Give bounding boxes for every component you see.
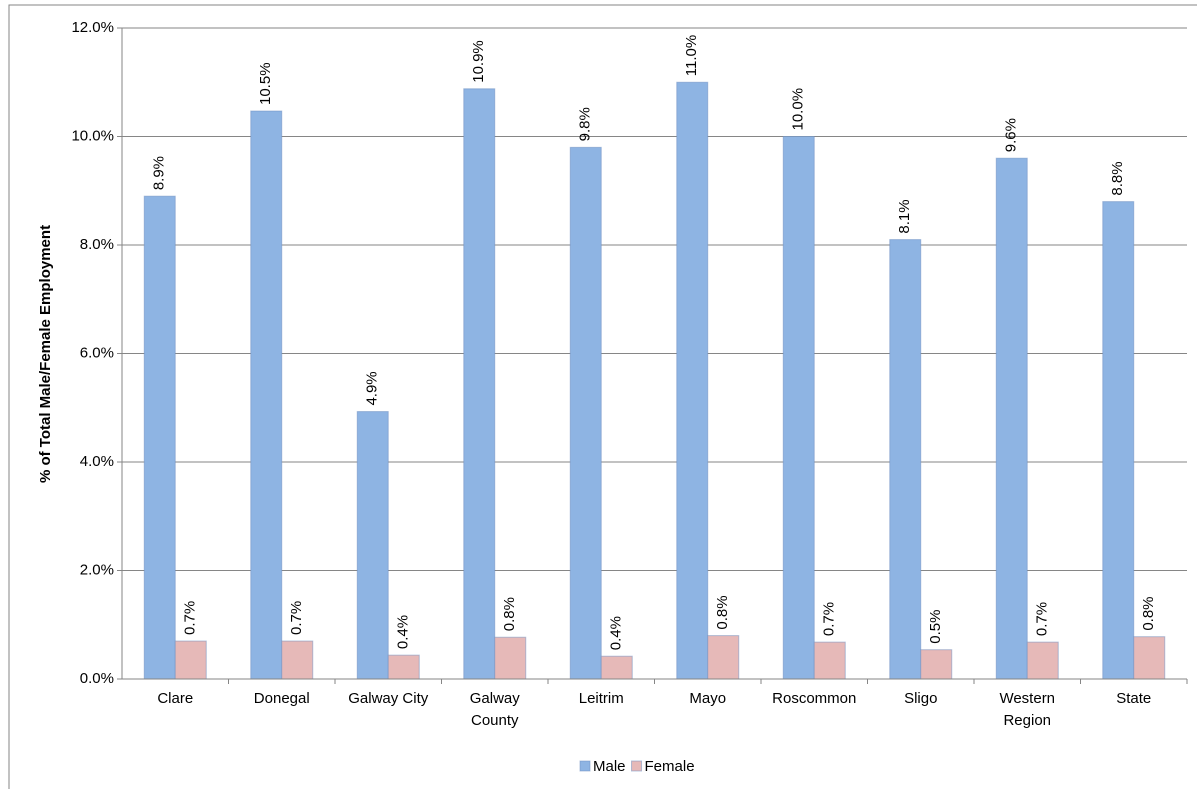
x-tick-label: Donegal xyxy=(254,690,310,707)
y-tick-label: 10.0% xyxy=(71,127,114,144)
bar xyxy=(813,641,846,680)
value-label: 0.7% xyxy=(1034,602,1051,636)
x-tick-label-line: Western xyxy=(999,690,1055,707)
y-tick-label: 8.0% xyxy=(80,236,114,253)
x-tick-label: Leitrim xyxy=(579,690,624,707)
value-label: 0.4% xyxy=(395,615,412,649)
x-tick-label: Clare xyxy=(157,690,193,707)
bar xyxy=(463,88,496,680)
value-label: 0.7% xyxy=(821,602,838,636)
bar xyxy=(356,411,389,680)
bar xyxy=(782,136,815,680)
bar xyxy=(1102,201,1135,680)
legend-label: Female xyxy=(645,758,695,775)
x-tick-label: State xyxy=(1116,690,1151,707)
bar xyxy=(569,146,602,680)
y-tick-label: 6.0% xyxy=(80,344,114,361)
bar xyxy=(1133,636,1166,680)
value-label: 0.7% xyxy=(288,601,305,635)
bar xyxy=(676,81,709,680)
value-label: 4.9% xyxy=(364,371,381,405)
value-label: 0.4% xyxy=(608,616,625,650)
x-tick-label-line: Region xyxy=(1003,712,1051,729)
y-tick-label: 2.0% xyxy=(80,561,114,578)
value-label: 0.8% xyxy=(714,595,731,629)
x-tick-label: Roscommon xyxy=(772,690,856,707)
bar xyxy=(707,635,740,680)
x-tick-label: Western Region xyxy=(999,690,1055,729)
bar xyxy=(387,654,420,680)
y-tick-label: 12.0% xyxy=(71,19,114,36)
bar xyxy=(281,640,314,680)
x-tick-label: Mayo xyxy=(689,690,726,707)
bar xyxy=(1026,641,1059,680)
value-label: 0.8% xyxy=(501,597,518,631)
value-label: 0.5% xyxy=(927,610,944,644)
value-label: 9.6% xyxy=(1003,118,1020,152)
bar xyxy=(494,636,527,680)
bar xyxy=(995,157,1028,680)
value-label: 8.9% xyxy=(151,156,168,190)
value-label: 10.9% xyxy=(470,40,487,83)
legend-label: Male xyxy=(593,758,626,775)
bar xyxy=(889,239,922,680)
value-label: 0.8% xyxy=(1140,596,1157,630)
bar xyxy=(600,655,633,680)
value-label: 11.0% xyxy=(683,35,700,76)
x-tick-label: Sligo xyxy=(904,690,937,707)
x-tick-label: Galway City xyxy=(348,690,429,707)
value-label: 8.1% xyxy=(896,199,913,233)
x-tick-label-line: Galway xyxy=(470,690,521,707)
chart-border xyxy=(8,4,1197,789)
value-label: 10.5% xyxy=(257,62,274,105)
legend-swatch xyxy=(579,760,591,772)
value-label: 10.0% xyxy=(790,88,807,131)
value-label: 0.7% xyxy=(182,601,199,635)
bar xyxy=(143,195,176,680)
value-label: 8.8% xyxy=(1109,161,1126,195)
x-tick-label-line: County xyxy=(471,712,519,729)
x-tick-label: Galway County xyxy=(470,690,521,729)
bar xyxy=(920,649,953,680)
value-label: 9.8% xyxy=(577,107,594,141)
legend-swatch xyxy=(631,760,643,772)
bar xyxy=(250,110,283,680)
y-tick-label: 0.0% xyxy=(80,670,114,687)
y-axis-title: % of Total Male/Female Employment xyxy=(37,225,54,483)
y-tick-label: 4.0% xyxy=(80,453,114,470)
bar xyxy=(174,640,207,680)
